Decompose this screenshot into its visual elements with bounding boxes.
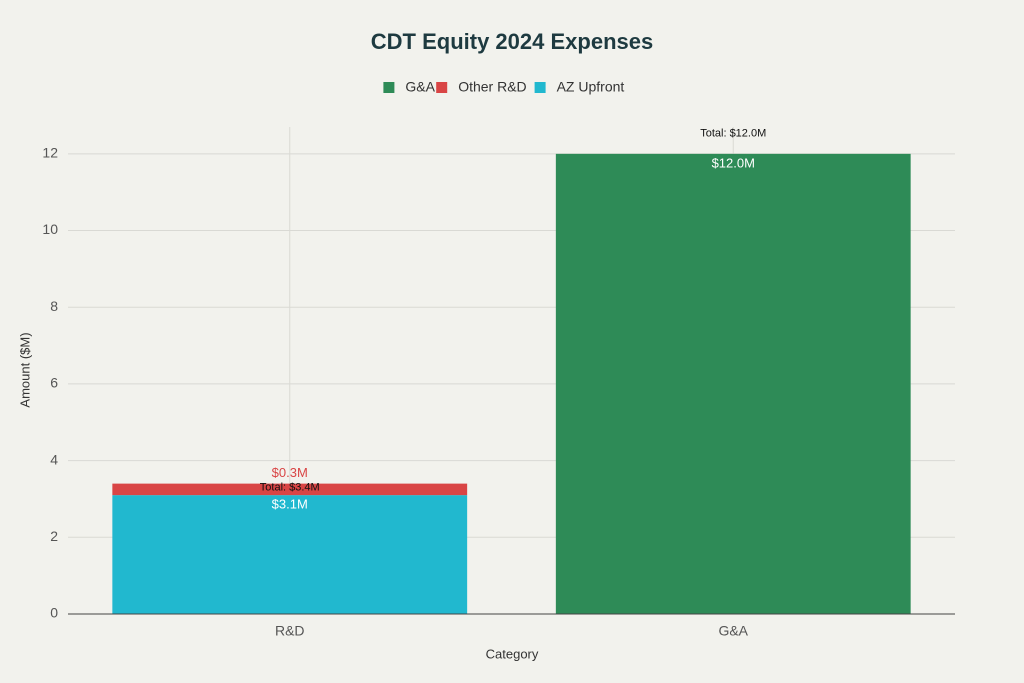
legend-label: Other R&D [458,79,526,95]
legend-swatch [383,82,395,93]
y-tick-label: 2 [50,528,58,544]
bar-segment [112,495,468,614]
y-axis-title: Amount ($M) [17,332,32,407]
legend-swatch [534,82,546,93]
x-axis-title: Category [486,646,539,661]
legend-label: G&A [405,79,435,95]
data-label: $0.3M [272,465,308,480]
data-label: $3.1M [272,497,308,512]
bar-segment [555,153,911,614]
total-annotation: Total: $12.0M [700,128,766,140]
legend-label: AZ Upfront [557,79,625,95]
x-tick-label: G&A [718,623,748,639]
legend: G&A Other R&D AZ Upfront [383,79,624,95]
y-tick-label: 8 [50,298,58,314]
legend-swatch [436,82,448,93]
y-tick-label: 0 [50,605,58,621]
y-tick-label: 10 [42,221,58,237]
data-label: $12.0M [712,155,755,170]
y-tick-label: 12 [42,145,58,161]
y-tick-label: 6 [50,375,58,391]
total-annotation: Total: $3.4M [260,482,320,494]
y-tick-label: 4 [50,451,58,467]
bar-segment [112,483,468,496]
x-tick-label: R&D [275,623,305,639]
chart-title: CDT Equity 2024 Expenses [371,29,653,54]
